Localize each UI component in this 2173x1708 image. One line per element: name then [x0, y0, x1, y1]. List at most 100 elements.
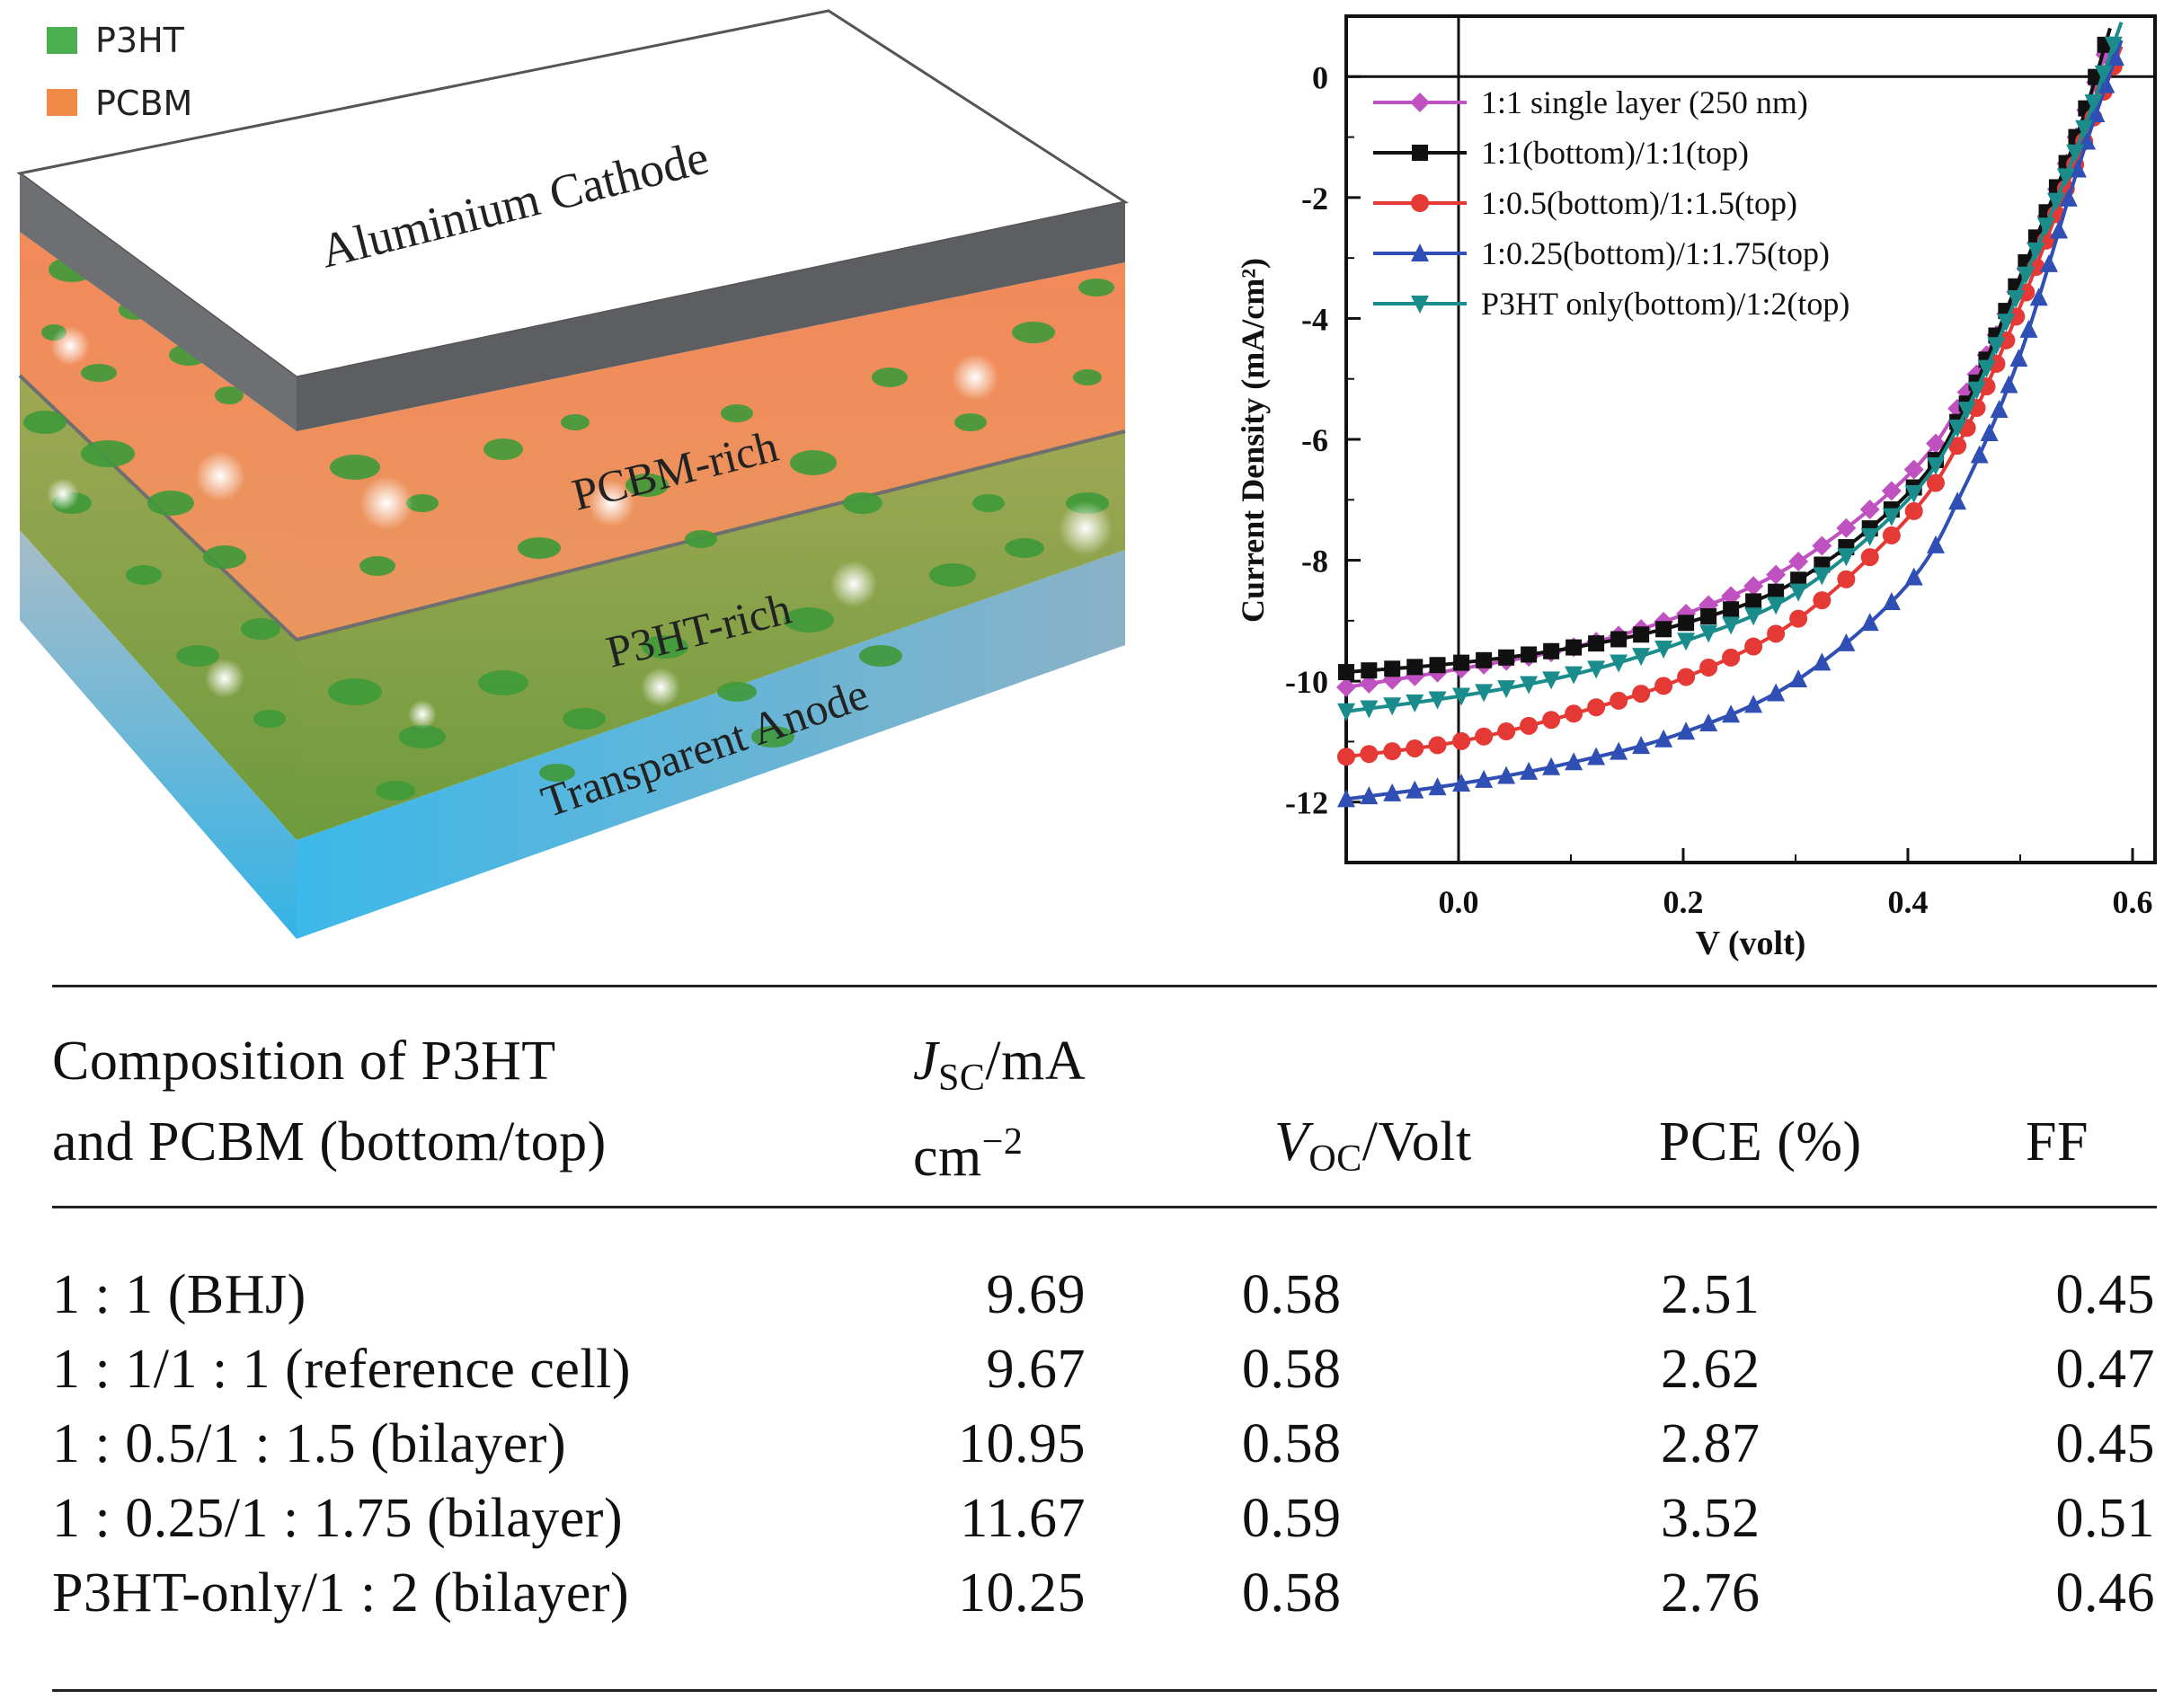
data-point [1383, 697, 1402, 716]
data-point [1700, 607, 1717, 624]
jsc-subscript: SC [938, 1058, 986, 1099]
y-axis-ticks: 0 -2 -4 -6 -8 -10 -12 [1285, 15, 1361, 863]
row-pce: 3.52 [1661, 1488, 1761, 1549]
data-point [1337, 789, 1355, 808]
legend-swatch-pcbm [47, 89, 77, 116]
data-point [1768, 583, 1785, 600]
data-point [1743, 576, 1764, 597]
data-point [2087, 103, 2106, 122]
data-point [2056, 168, 2075, 187]
data-point [1565, 666, 1583, 685]
data-point [1521, 646, 1538, 663]
data-point [2046, 192, 2065, 211]
data-point [1632, 685, 1651, 704]
row-voc: 0.58 [1242, 1413, 1342, 1474]
legend-item-pcbm: PCBM [47, 84, 192, 123]
legend-entry-1: 1:1(bottom)/1:1(top) [1373, 135, 1749, 171]
row-jsc: 11.67 [960, 1488, 1086, 1549]
legend-text-0: 1:1 single layer (250 nm) [1481, 84, 1808, 120]
data-point [1997, 314, 2016, 332]
data-point [1610, 691, 1628, 710]
sparkles [47, 326, 1113, 729]
data-point [1699, 658, 1718, 677]
data-point [1967, 381, 1986, 400]
data-point [1789, 669, 1808, 688]
data-point [2040, 253, 2059, 272]
data-point [1767, 683, 1786, 702]
data-point [1926, 456, 1945, 475]
data-point [1723, 601, 1740, 618]
data-point [1860, 548, 1879, 567]
data-point [1452, 774, 1471, 792]
row-jsc: 10.95 [958, 1413, 1086, 1474]
x-axis-ticks: 0.0 0.2 0.4 0.6 [1345, 848, 2153, 920]
data-point [1587, 660, 1606, 679]
data-point [2097, 75, 2115, 93]
data-point [1654, 641, 1673, 659]
data-point [1543, 642, 1560, 659]
data-point [1359, 673, 1379, 694]
chart-legend: 1:1 single layer (250 nm) 1:1(bottom)/1:… [1373, 84, 1849, 322]
legend-label-p3ht: P3HT [95, 21, 185, 60]
data-point [1361, 662, 1378, 679]
row-ff: 0.51 [2055, 1488, 2155, 1549]
data-point [1588, 635, 1605, 652]
data-point [1721, 586, 1742, 606]
data-point [1948, 437, 1967, 456]
y-tick-label: -10 [1285, 664, 1328, 700]
data-point [1813, 567, 1832, 586]
data-point [1406, 695, 1424, 713]
x-tick-label: 0.4 [1888, 884, 1929, 920]
y-tick-label: -8 [1301, 544, 1328, 580]
data-point [1384, 660, 1401, 677]
y-tick-label: -6 [1301, 422, 1328, 458]
row-composition: 1 : 0.5/1 : 1.5 (bilayer) [52, 1413, 567, 1474]
row-voc: 0.58 [1242, 1264, 1342, 1325]
data-point [1453, 654, 1470, 671]
y-tick-label: -12 [1285, 785, 1328, 821]
data-point [1542, 757, 1561, 775]
series-3 [1337, 40, 2124, 808]
legend-marker [1410, 93, 1430, 112]
pcbm-rich-side-face [297, 262, 1125, 640]
cathode-front-face [20, 173, 297, 431]
data-point [1882, 526, 1901, 544]
data-point [1476, 651, 1493, 668]
voc-unit: /Volt [1361, 1111, 1472, 1173]
data-point [1948, 420, 1967, 438]
data-point [1977, 359, 1996, 378]
data-point [1859, 499, 1880, 519]
data-point [1722, 648, 1741, 667]
data-point [2007, 289, 2026, 308]
data-point [2075, 119, 2094, 138]
data-point [1452, 731, 1471, 750]
row-voc: 0.58 [1242, 1562, 1342, 1624]
data-point [1520, 716, 1539, 735]
data-point [1654, 677, 1673, 695]
data-point [1744, 607, 1763, 626]
data-point [1789, 609, 1808, 628]
y-tick-label: -4 [1301, 301, 1328, 337]
voc-symbol: V [1274, 1111, 1309, 1173]
table-bottom-rule [52, 1689, 2157, 1692]
data-point [1475, 769, 1494, 788]
data-point [1745, 593, 1762, 610]
data-point [1722, 704, 1741, 723]
data-point [1882, 591, 1901, 610]
data-point [1542, 671, 1561, 690]
data-point [1677, 633, 1696, 651]
data-point [1337, 703, 1355, 721]
data-point [1970, 445, 1989, 464]
p3ht-rich-front-face [20, 376, 297, 840]
data-point [1788, 551, 1809, 571]
legend-text-4: P3HT only(bottom)/1:2(top) [1481, 286, 1849, 322]
row-jsc: 9.67 [986, 1339, 1086, 1400]
data-point [1497, 766, 1516, 784]
data-point [1904, 485, 1923, 504]
data-point [1837, 548, 1856, 567]
data-point [1881, 481, 1902, 501]
table-top-rule [52, 985, 2157, 987]
data-point [1677, 668, 1696, 686]
data-point [1337, 748, 1355, 766]
data-point [1360, 786, 1379, 805]
